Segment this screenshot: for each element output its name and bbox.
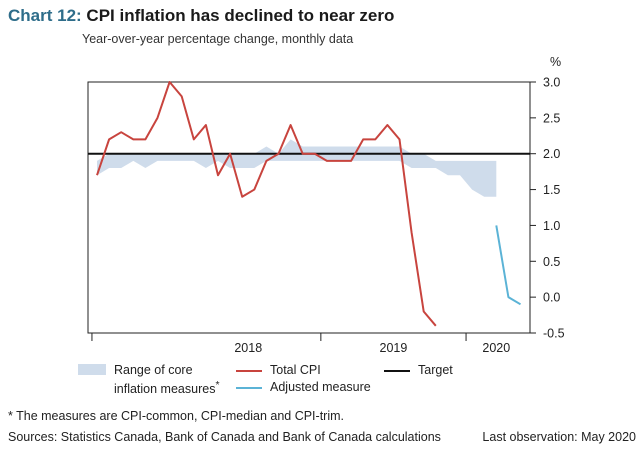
legend-label-core-range-2: inflation measures <box>114 382 216 397</box>
legend-label-adjusted: Adjusted measure <box>270 380 371 394</box>
legend-footnote-marker: * <box>215 380 220 391</box>
y-tick-label: 1.5 <box>543 183 560 197</box>
legend-label-total-cpi: Total CPI <box>270 363 321 377</box>
legend-swatch-target <box>384 370 410 372</box>
y-tick-label: -0.5 <box>543 327 565 341</box>
y-tick-label: 0.0 <box>543 291 560 305</box>
legend-swatch-total-cpi <box>236 370 262 372</box>
y-axis-unit: % <box>550 55 561 69</box>
notes: * The measures are CPI-common, CPI-media… <box>8 406 636 448</box>
chart-title-text: CPI inflation has declined to near zero <box>86 6 395 25</box>
y-tick-label: 2.5 <box>543 111 560 125</box>
y-tick-label: 2.0 <box>543 147 560 161</box>
footnote: * The measures are CPI-common, CPI-media… <box>8 409 344 423</box>
core-range-band <box>97 139 497 197</box>
legend-label-core-range-1: Range of core <box>114 363 193 377</box>
y-tick-label: 0.5 <box>543 255 560 269</box>
x-tick-label: 2020 <box>482 341 510 355</box>
chart-number: Chart 12: <box>8 6 82 25</box>
plot-frame <box>87 81 531 334</box>
y-tick-label: 3.0 <box>543 76 560 90</box>
legend-item-target: Target <box>384 362 453 378</box>
sources: Sources: Statistics Canada, Bank of Cana… <box>8 430 441 444</box>
chart-title: Chart 12: CPI inflation has declined to … <box>8 6 394 26</box>
legend: Range of core inflation measures* Total … <box>78 362 548 398</box>
last-observation: Last observation: May 2020 <box>482 430 636 444</box>
legend-swatch-core-range <box>78 364 106 375</box>
chart-subtitle: Year-over-year percentage change, monthl… <box>82 32 354 46</box>
legend-item-adjusted: Adjusted measure <box>236 379 371 395</box>
x-tick-label: 2018 <box>234 341 262 355</box>
legend-label-target: Target <box>418 363 453 377</box>
total-cpi-line <box>96 81 437 327</box>
legend-item-total-cpi: Total CPI <box>236 362 321 378</box>
legend-swatch-adjusted <box>236 387 262 389</box>
legend-item-core-range: Range of core inflation measures* <box>78 362 220 397</box>
adjusted-measure-line <box>495 225 522 306</box>
y-tick-label: 1.0 <box>543 219 560 233</box>
x-tick-label: 2019 <box>380 341 408 355</box>
